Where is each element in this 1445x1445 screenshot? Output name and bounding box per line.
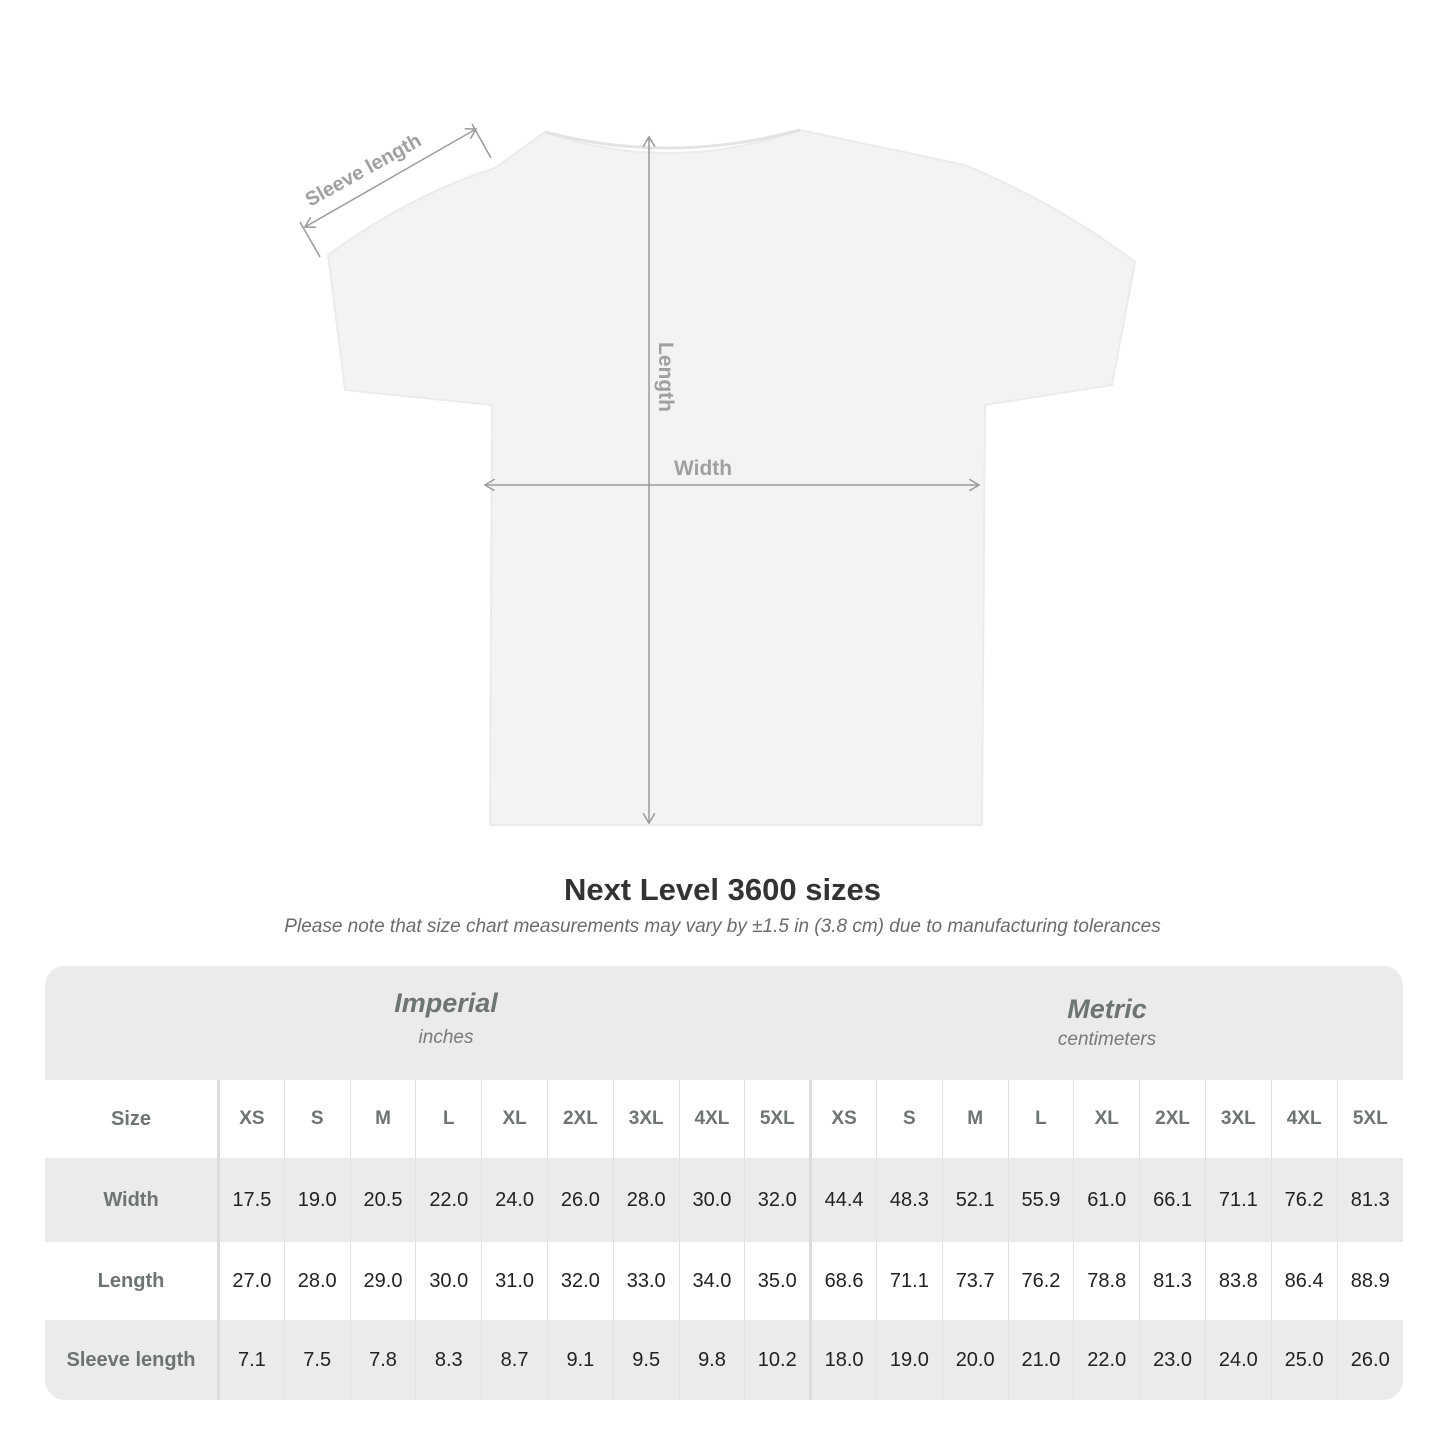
metric-value: 68.6: [809, 1242, 877, 1320]
imperial-value: 28.0: [612, 1158, 680, 1242]
table-row: Width 17.5 19.0 20.5 22.0 24.0 26.0 28.0 30.0 32.…: [45, 1158, 1403, 1242]
imperial-value: 30.0: [678, 1158, 745, 1242]
size-header-metric: 2XL: [1139, 1080, 1206, 1158]
metric-value: 20.0: [941, 1320, 1009, 1400]
imperial-value: 9.1: [546, 1320, 614, 1400]
tshirt-diagram: Sleeve length Length Width: [299, 123, 1137, 826]
metric-value: 48.3: [875, 1158, 943, 1242]
imperial-value: 20.5: [349, 1158, 416, 1242]
imperial-value: 8.3: [415, 1320, 482, 1400]
metric-value: 88.9: [1336, 1242, 1403, 1320]
table-row: Sleeve length 7.1 7.5 7.8 8.3 8.7 9.1 9.5 9.8 10.…: [45, 1320, 1403, 1400]
imperial-value: 35.0: [744, 1242, 811, 1320]
imperial-value: 9.8: [678, 1320, 745, 1400]
size-header-imperial: XS: [218, 1080, 285, 1158]
sleeve-length-arrow: [305, 129, 476, 227]
imperial-value: 24.0: [481, 1158, 548, 1242]
metric-value: 66.1: [1139, 1158, 1206, 1242]
metric-title: Metric: [1067, 994, 1147, 1024]
imperial-value: 7.5: [283, 1320, 351, 1400]
imperial-value: 26.0: [546, 1158, 614, 1242]
imperial-value: 31.0: [481, 1242, 548, 1320]
length-label: Length: [654, 342, 677, 412]
sleeve-tick-right: [471, 123, 492, 159]
metric-value: 44.4: [809, 1158, 877, 1242]
metric-value: 25.0: [1270, 1320, 1338, 1400]
size-header-imperial: 4XL: [678, 1080, 745, 1158]
metric-value: 81.3: [1139, 1242, 1206, 1320]
sleeve-length-label: Sleeve length: [302, 130, 425, 212]
metric-value: 22.0: [1073, 1320, 1140, 1400]
size-header-imperial: 5XL: [744, 1080, 811, 1158]
imperial-value: 7.8: [349, 1320, 416, 1400]
imperial-value: 28.0: [283, 1242, 351, 1320]
metric-header: Metric centimeters: [811, 994, 1403, 1051]
imperial-value: 32.0: [744, 1158, 811, 1242]
metric-value: 71.1: [875, 1242, 943, 1320]
size-table: Size XS S M L XL 2XL 3XL 4XL 5XL XS S M L XL 2XL 3XL 4XL 5…: [45, 1080, 1403, 1400]
row-label: Length: [45, 1242, 220, 1320]
metric-value: 71.1: [1204, 1158, 1272, 1242]
table-header-row: Size XS S M L XL 2XL 3XL 4XL 5XL XS S M L XL 2XL 3XL 4XL 5…: [45, 1080, 1403, 1158]
sleeve-tick-left: [299, 221, 321, 258]
metric-value: 76.2: [1270, 1158, 1338, 1242]
metric-value: 86.4: [1270, 1242, 1338, 1320]
imperial-value: 27.0: [218, 1242, 285, 1320]
size-header-metric: XL: [1073, 1080, 1140, 1158]
metric-value: 83.8: [1204, 1242, 1272, 1320]
row-label: Sleeve length: [45, 1320, 220, 1400]
page-title: Next Level 3600 sizes: [563, 872, 882, 907]
metric-value: 24.0: [1204, 1320, 1272, 1400]
imperial-header: Imperial inches: [217, 988, 675, 1049]
size-header-imperial: XL: [481, 1080, 548, 1158]
size-header-imperial: M: [349, 1080, 416, 1158]
metric-value: 19.0: [875, 1320, 943, 1400]
metric-value: 26.0: [1336, 1320, 1403, 1400]
metric-value: 61.0: [1073, 1158, 1140, 1242]
size-column-header: Size: [45, 1080, 220, 1158]
metric-value: 78.8: [1073, 1242, 1140, 1320]
imperial-value: 8.7: [481, 1320, 548, 1400]
size-header-imperial: 2XL: [546, 1080, 614, 1158]
imperial-unit: inches: [418, 1027, 474, 1048]
tshirt-collar: [544, 128, 801, 150]
metric-value: 23.0: [1139, 1320, 1206, 1400]
metric-value: 52.1: [941, 1158, 1009, 1242]
imperial-value: 19.0: [283, 1158, 351, 1242]
metric-value: 81.3: [1336, 1158, 1403, 1242]
imperial-value: 32.0: [546, 1242, 614, 1320]
metric-value: 73.7: [941, 1242, 1009, 1320]
imperial-title: Imperial: [394, 988, 498, 1018]
tolerance-note: Please note that size chart measurements…: [284, 916, 1161, 937]
imperial-value: 22.0: [415, 1158, 482, 1242]
table-row: Length 27.0 28.0 29.0 30.0 31.0 32.0 33.0 34.0 35…: [45, 1242, 1403, 1320]
size-header-imperial: 3XL: [612, 1080, 680, 1158]
size-header-metric: 5XL: [1336, 1080, 1403, 1158]
imperial-value: 29.0: [349, 1242, 416, 1320]
row-label: Width: [45, 1158, 220, 1242]
imperial-value: 34.0: [678, 1242, 745, 1320]
imperial-value: 7.1: [218, 1320, 285, 1400]
size-header-metric: 3XL: [1204, 1080, 1272, 1158]
imperial-value: 33.0: [612, 1242, 680, 1320]
size-header-metric: M: [941, 1080, 1009, 1158]
metric-unit: centimeters: [1057, 1029, 1157, 1050]
metric-value: 76.2: [1007, 1242, 1074, 1320]
size-header-metric: XS: [809, 1080, 877, 1158]
size-chart: Imperial inches Metric centimeters Size X…: [45, 966, 1403, 1400]
size-header-imperial: L: [415, 1080, 482, 1158]
imperial-value: 9.5: [612, 1320, 680, 1400]
size-header-metric: L: [1007, 1080, 1074, 1158]
size-header-metric: 4XL: [1270, 1080, 1338, 1158]
imperial-value: 30.0: [415, 1242, 482, 1320]
imperial-value: 10.2: [744, 1320, 811, 1400]
metric-value: 21.0: [1007, 1320, 1074, 1400]
metric-value: 18.0: [809, 1320, 877, 1400]
metric-value: 55.9: [1007, 1158, 1074, 1242]
width-label: Width: [674, 457, 732, 480]
imperial-value: 17.5: [218, 1158, 285, 1242]
size-header-metric: S: [875, 1080, 943, 1158]
size-header-imperial: S: [283, 1080, 351, 1158]
